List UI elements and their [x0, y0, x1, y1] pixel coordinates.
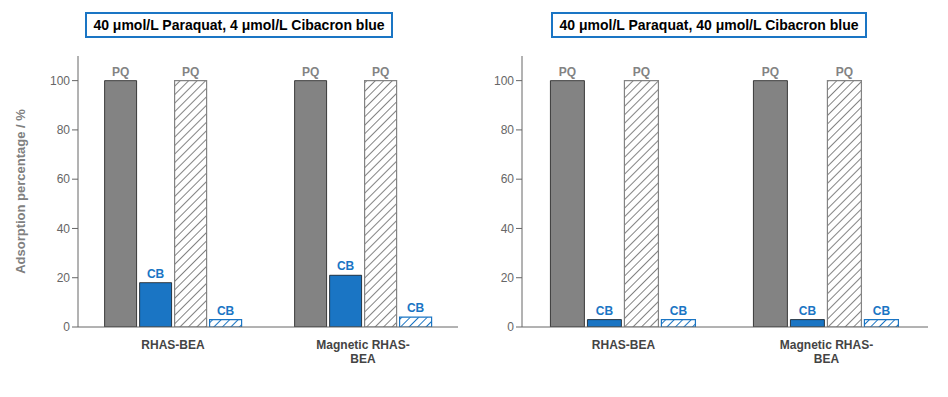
- svg-text:CB: CB: [873, 304, 891, 318]
- svg-text:PQ: PQ: [182, 65, 199, 79]
- svg-text:60: 60: [501, 172, 515, 186]
- svg-text:80: 80: [501, 123, 515, 137]
- svg-text:PQ: PQ: [836, 65, 853, 79]
- svg-text:PQ: PQ: [302, 65, 319, 79]
- svg-text:20: 20: [501, 271, 515, 285]
- svg-text:40: 40: [501, 222, 515, 236]
- svg-text:PQ: PQ: [372, 65, 389, 79]
- svg-text:CB: CB: [217, 304, 235, 318]
- svg-text:PQ: PQ: [112, 65, 129, 79]
- html-text:40 μmol/L Paraquat, 4 μmol/L C: 40 μmol/L Paraquat, 4 μmol/L Cibacron bl…: [93, 17, 385, 33]
- svg-text:20: 20: [57, 271, 71, 285]
- svg-text:RHAS-BEA: RHAS-BEA: [141, 338, 205, 352]
- svg-text:CB: CB: [799, 304, 817, 318]
- svg-text:0: 0: [63, 320, 70, 334]
- svg-text:100: 100: [494, 74, 514, 88]
- svg-text:40: 40: [57, 222, 71, 236]
- svg-text:CB: CB: [407, 301, 425, 315]
- svg-text:Magnetic RHAS-BEA: Magnetic RHAS-BEA: [316, 338, 409, 366]
- svg-text:PQ: PQ: [633, 65, 650, 79]
- html-text:40 μmol/L Paraquat, 40 μmol/L: 40 μmol/L Paraquat, 40 μmol/L Cibacron b…: [559, 17, 859, 33]
- svg-text:PQ: PQ: [762, 65, 779, 79]
- svg-text:0: 0: [507, 320, 514, 334]
- svg-text:80: 80: [57, 123, 71, 137]
- svg-text:60: 60: [57, 172, 71, 186]
- svg-text:PQ: PQ: [559, 65, 576, 79]
- svg-text:CB: CB: [670, 304, 688, 318]
- svg-text:100: 100: [50, 74, 70, 88]
- svg-text:RHAS-BEA: RHAS-BEA: [592, 338, 656, 352]
- svg-text:CB: CB: [147, 267, 165, 281]
- svg-text:CB: CB: [596, 304, 614, 318]
- svg-text:Adsorption percentage / %: Adsorption percentage / %: [13, 109, 28, 274]
- svg-text:Magnetic RHAS-BEA: Magnetic RHAS-BEA: [780, 338, 873, 366]
- svg-text:CB: CB: [337, 259, 355, 273]
